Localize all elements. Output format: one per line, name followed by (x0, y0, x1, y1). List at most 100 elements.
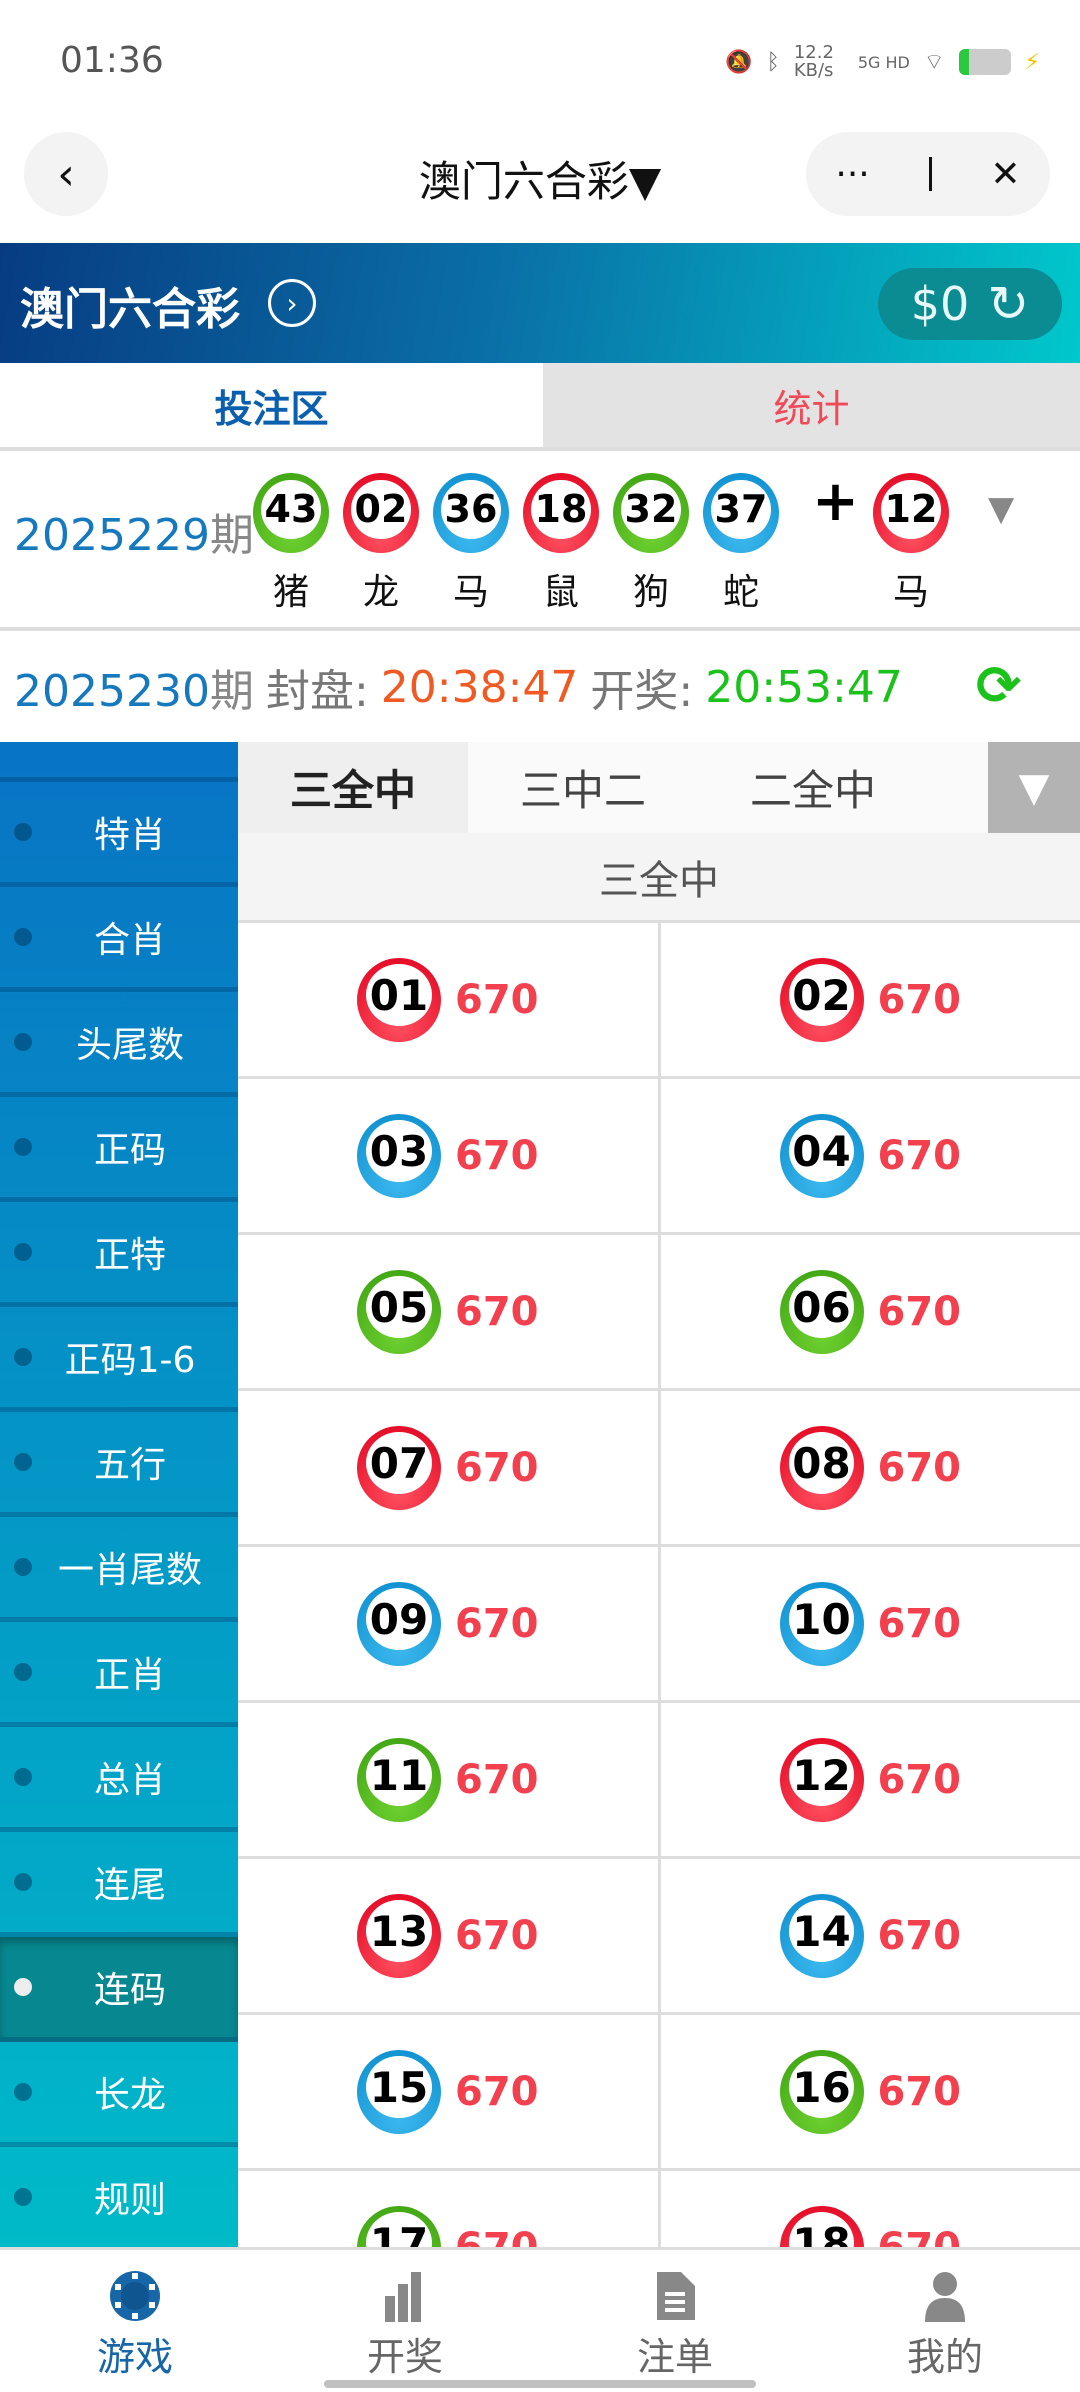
sidebar-item[interactable]: 连码 (0, 1937, 238, 2042)
ball-number: 09 (366, 1588, 432, 1651)
number-option[interactable]: 04 670 (661, 1079, 1080, 1232)
last-draw-row[interactable]: 2025229期 43 猪 02 龙 36 马 18 鼠 32 狗 37 蛇 12 马 + ▼ (0, 451, 1080, 631)
bullet-icon (14, 1033, 32, 1051)
balance-pill[interactable]: $0 ↻ (878, 268, 1062, 340)
mute-icon: 🔕 (725, 49, 753, 75)
subtab-san-quan-zhong[interactable]: 三全中 (238, 742, 468, 833)
number-option[interactable]: 10 670 (661, 1547, 1080, 1700)
last-period: 2025229期 (14, 499, 254, 563)
number-option[interactable]: 12 670 (661, 1703, 1080, 1856)
odds-value: 670 (877, 2068, 962, 2115)
lottery-ball: 05 (357, 1269, 441, 1354)
draw-label: 开奖: (590, 666, 694, 717)
number-option[interactable]: 13 670 (238, 1859, 661, 2012)
number-option[interactable]: 08 670 (661, 1391, 1080, 1544)
sidebar-item[interactable]: 正码1-6 (0, 1307, 238, 1412)
sidebar-item-label: 连尾 (93, 1865, 166, 1906)
sidebar-item[interactable]: 合肖 (0, 887, 238, 992)
bullet-icon (14, 1348, 32, 1366)
status-icons: 🔕 ᛒ 12.2 KB/s 5G HD ⌔ ⚡ (725, 44, 1040, 80)
bottom-nav-label: 开奖 (366, 2335, 443, 2379)
number-option[interactable]: 01 670 (238, 923, 661, 1076)
number-option[interactable]: 09 670 (238, 1547, 661, 1700)
document-icon (649, 2270, 701, 2322)
number-option[interactable]: 07 670 (238, 1391, 661, 1544)
game-banner: 澳门六合彩 › $0 ↻ (0, 243, 1080, 363)
number-option[interactable]: 05 670 (238, 1235, 661, 1388)
close-button[interactable]: ✕ (990, 153, 1021, 195)
page-title[interactable]: 澳门六合彩▼ (418, 157, 662, 206)
sidebar-item[interactable]: 头尾数 (0, 992, 238, 1097)
lottery-ball: 18 (523, 473, 599, 553)
bullet-icon (14, 1243, 32, 1261)
number-option[interactable]: 17 670 (238, 2171, 661, 2247)
number-option[interactable]: 16 670 (661, 2015, 1080, 2168)
subtab-er-quan-zhong[interactable]: 二全中 (749, 766, 876, 815)
number-option[interactable]: 14 670 (661, 1859, 1080, 2012)
table-row: 13 670 14 670 (238, 1859, 1080, 2015)
period-suffix: 期 (209, 666, 254, 717)
ball-number: 03 (366, 1120, 432, 1183)
sidebar-item[interactable]: 正特 (0, 1202, 238, 1307)
chevron-right-icon[interactable]: › (268, 279, 316, 327)
zodiac-label: 猪 (272, 572, 309, 613)
refresh-icon[interactable]: ↻ (987, 275, 1030, 333)
bottom-nav-item[interactable]: 我的 (810, 2250, 1080, 2392)
number-option[interactable]: 11 670 (238, 1703, 661, 1856)
sidebar-item[interactable] (0, 742, 238, 782)
odds-value: 670 (455, 1912, 539, 1959)
sidebar-item-label: 头尾数 (75, 1025, 184, 1066)
home-indicator[interactable] (324, 2380, 756, 2388)
sidebar-item[interactable]: 特肖 (0, 782, 238, 887)
bottom-nav-item[interactable]: 注单 (540, 2250, 810, 2392)
lottery-ball: 02 (343, 473, 419, 553)
more-button[interactable]: ··· (835, 153, 870, 195)
sidebar-item[interactable]: 正码 (0, 1097, 238, 1202)
section-title: 三全中 (238, 833, 1080, 923)
number-option[interactable]: 03 670 (238, 1079, 661, 1232)
sidebar-item[interactable]: 总肖 (0, 1727, 238, 1832)
nav-bar: ‹ 澳门六合彩▼ ··· ✕ (0, 130, 1080, 220)
bullet-icon (14, 1978, 32, 1996)
lottery-ball: 08 (779, 1425, 864, 1510)
tab-stats[interactable]: 统计 (543, 363, 1080, 447)
sidebar-item-label: 五行 (93, 1445, 166, 1486)
game-title[interactable]: 澳门六合彩 (20, 284, 240, 335)
expand-draw-icon[interactable]: ▼ (988, 489, 1015, 529)
ball-number: 06 (788, 1276, 855, 1339)
number-option[interactable]: 02 670 (661, 923, 1080, 1076)
sidebar-item[interactable]: 长龙 (0, 2042, 238, 2147)
number-option[interactable]: 15 670 (238, 2015, 661, 2168)
tab-betting[interactable]: 投注区 (214, 386, 329, 431)
table-row: 17 670 18 670 (238, 2171, 1080, 2247)
number-option[interactable]: 06 670 (661, 1235, 1080, 1388)
sidebar-item[interactable]: 连尾 (0, 1832, 238, 1937)
ball-number: 02 (788, 964, 855, 1027)
bottom-nav-item[interactable]: 开奖 (270, 2250, 540, 2392)
odds-value: 670 (877, 1756, 962, 1803)
sidebar-item-label: 合肖 (93, 920, 166, 961)
refresh-icon[interactable]: ⟳ (976, 654, 1022, 717)
bottom-nav-item[interactable]: 游戏 (0, 2250, 270, 2392)
sidebar-item[interactable]: 正肖 (0, 1622, 238, 1727)
lottery-ball: 07 (357, 1425, 441, 1510)
sidebar-item-label: 正码 (93, 1130, 166, 1171)
zodiac-label: 狗 (632, 572, 669, 613)
bullet-icon (14, 823, 32, 841)
lottery-ball: 37 (703, 473, 779, 553)
sidebar-item[interactable]: 五行 (0, 1412, 238, 1517)
odds-value: 670 (455, 1444, 539, 1491)
sidebar-item-label: 特肖 (93, 815, 166, 856)
chevron-down-icon[interactable]: ▼ (988, 742, 1080, 833)
sidebar-item[interactable]: 规则 (0, 2147, 238, 2247)
table-row: 11 670 12 670 (238, 1703, 1080, 1859)
number-option[interactable]: 18 670 (661, 2171, 1080, 2247)
back-button[interactable]: ‹ (24, 132, 108, 216)
subtab-san-zhong-er[interactable]: 三中二 (519, 766, 646, 815)
clock: 01:36 (60, 40, 164, 81)
bar-chart-icon (379, 2270, 431, 2322)
sidebar-item[interactable]: 一肖尾数 (0, 1517, 238, 1622)
lottery-ball: 09 (357, 1581, 441, 1666)
period-suffix: 期 (209, 510, 254, 561)
sidebar-item-label: 正肖 (93, 1655, 166, 1696)
